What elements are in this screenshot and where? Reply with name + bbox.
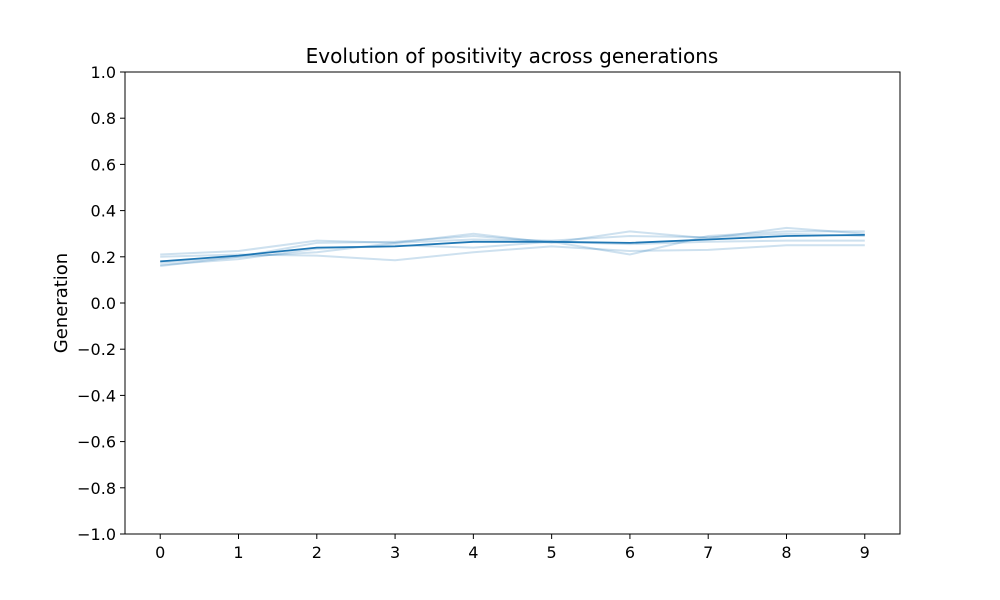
x-tick-label: 0 — [155, 543, 165, 562]
run-lines — [160, 226, 865, 267]
mean-line-layer — [160, 234, 865, 263]
x-tick-label: 9 — [860, 543, 870, 562]
y-axis-label: Generation — [51, 253, 72, 353]
y-tick-label: 0.6 — [91, 155, 116, 174]
x-tick-label: 7 — [703, 543, 713, 562]
y-tick-label: −1.0 — [77, 525, 116, 544]
x-tick-label: 2 — [312, 543, 322, 562]
y-tick-label: 0.2 — [91, 248, 116, 267]
y-tick-label: 1.0 — [91, 63, 116, 82]
run-series-line — [160, 239, 865, 266]
y-tick-label: −0.8 — [77, 479, 116, 498]
x-tick-label: 4 — [468, 543, 478, 562]
x-tick-label: 6 — [625, 543, 635, 562]
y-tick-label: −0.6 — [77, 433, 116, 452]
run-series-line — [160, 230, 865, 267]
y-tick-label: 0.8 — [91, 109, 116, 128]
y-tick-label: 0.0 — [91, 294, 116, 313]
x-tick-label: 8 — [781, 543, 791, 562]
x-axis: 0 1 2 3 4 5 6 7 8 9 — [155, 534, 870, 562]
y-axis: 1.0 0.8 0.6 0.4 0.2 0.0 −0.2 −0.4 −0.6 −0.8 −1.0 — [77, 63, 125, 544]
y-tick-label: 0.4 — [91, 202, 116, 221]
x-tick-label: 5 — [547, 543, 557, 562]
y-tick-label: −0.4 — [77, 386, 116, 405]
x-tick-label: 3 — [390, 543, 400, 562]
plot-frame — [124, 71, 901, 535]
chart-title: Evolution of positivity across generatio… — [306, 44, 719, 68]
mean-series-line — [160, 234, 865, 263]
y-tick-label: −0.2 — [77, 340, 116, 359]
x-tick-label: 1 — [233, 543, 243, 562]
run-series-line — [160, 244, 865, 262]
run-series-line — [160, 226, 865, 256]
run-series-line — [160, 232, 865, 264]
